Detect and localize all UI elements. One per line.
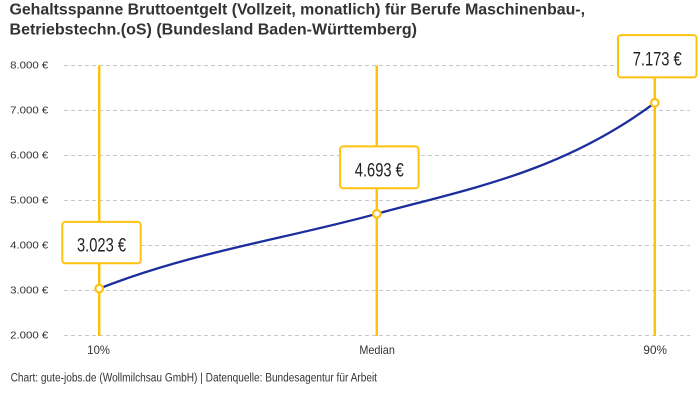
svg-text:7.000 €: 7.000 € [10, 106, 48, 117]
svg-text:Median: Median [359, 344, 395, 357]
svg-text:10%: 10% [87, 344, 110, 357]
svg-text:8.000 €: 8.000 € [10, 61, 48, 72]
svg-text:4.000 €: 4.000 € [10, 241, 48, 252]
svg-text:Betriebstechn.(oS) (Bundesland: Betriebstechn.(oS) (Bundesland Baden-Wür… [10, 21, 418, 38]
svg-text:3.000 €: 3.000 € [10, 286, 48, 297]
svg-text:5.000 €: 5.000 € [10, 196, 48, 207]
svg-text:4.693 €: 4.693 € [355, 159, 404, 181]
svg-text:Gehaltsspanne Bruttoentgelt (V: Gehaltsspanne Bruttoentgelt (Vollzeit, m… [10, 2, 586, 19]
svg-text:2.000 €: 2.000 € [10, 331, 48, 342]
svg-text:7.173 €: 7.173 € [633, 48, 682, 70]
svg-text:3.023 €: 3.023 € [77, 234, 126, 256]
svg-text:90%: 90% [643, 344, 667, 357]
svg-text:6.000 €: 6.000 € [10, 151, 48, 162]
svg-text:Chart: gute-jobs.de (Wollmilch: Chart: gute-jobs.de (Wollmilchsau GmbH) … [11, 373, 378, 385]
